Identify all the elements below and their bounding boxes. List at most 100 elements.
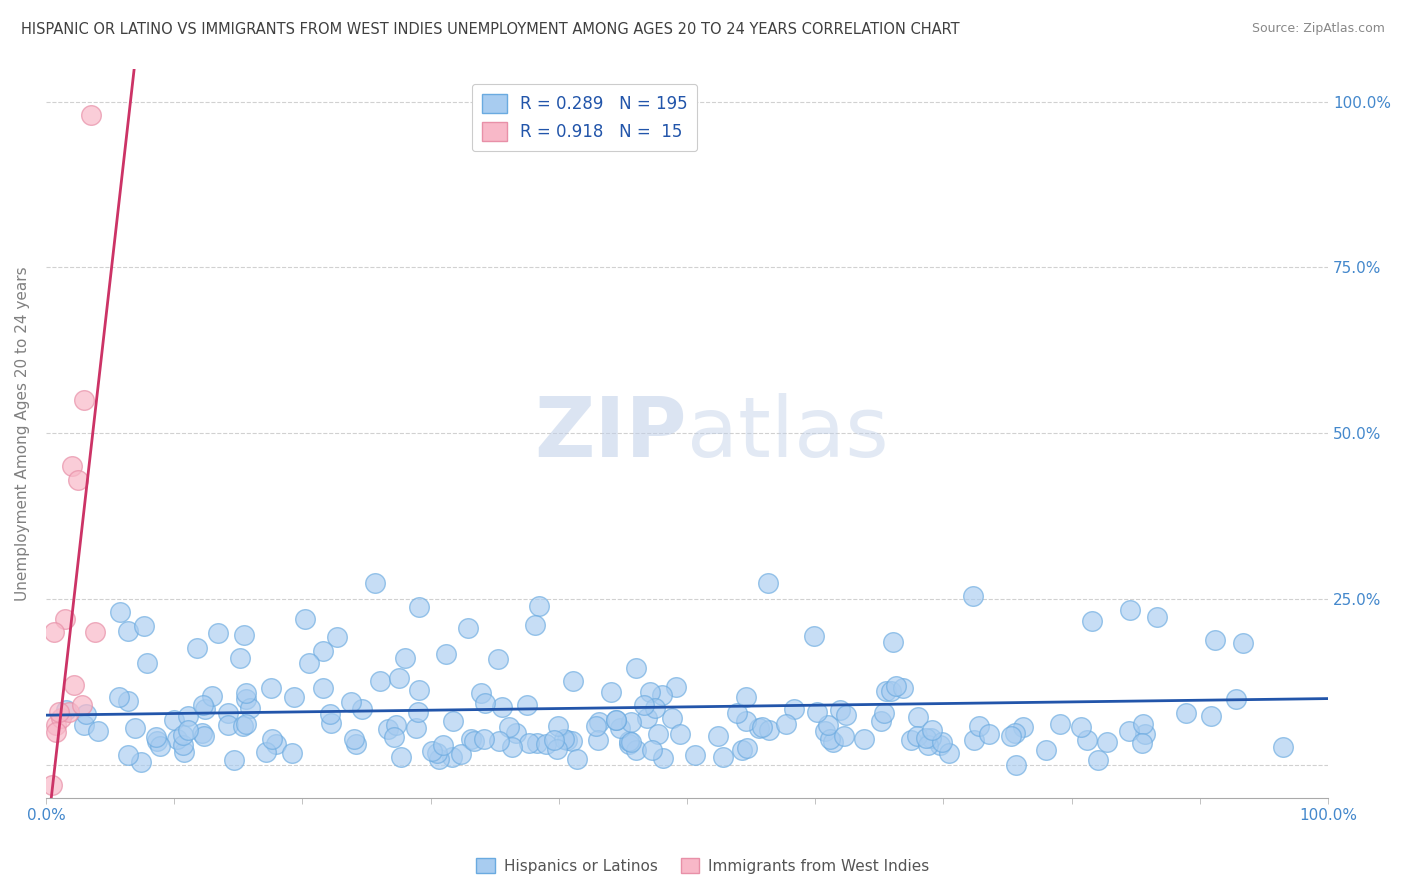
Point [620,715,643,730]
Point [636,711,658,725]
Point [117,747,139,762]
Point [873,706,896,721]
Point [543,733,565,747]
Point [488,733,510,747]
Point [408,600,430,615]
Point [377,722,399,736]
Point [501,740,523,755]
Point [617,737,640,751]
Point [321,715,343,730]
Point [312,681,335,695]
Point [385,718,408,732]
Point [457,621,479,635]
Point [624,743,647,757]
Text: atlas: atlas [688,392,889,474]
Point [1204,633,1226,648]
Point [460,732,482,747]
Point [260,681,283,695]
Point [260,732,283,747]
Point [652,750,675,764]
Point [565,751,588,765]
Point [516,698,538,712]
Point [962,732,984,747]
Point [553,732,575,747]
Point [45,718,67,732]
Point [1130,736,1153,750]
Point [609,722,631,736]
Point [818,732,841,747]
Point [389,749,412,764]
Point [725,706,748,721]
Point [173,745,195,759]
Point [66,473,89,487]
Point [254,745,277,759]
Point [599,685,621,699]
Point [441,749,464,764]
Point [166,732,188,747]
Point [228,650,250,665]
Point [80,108,103,122]
Point [60,459,83,474]
Point [312,644,335,658]
Point [491,699,513,714]
Point [917,738,939,752]
Point [524,618,547,632]
Point [58,705,80,719]
Point [626,661,648,675]
Point [343,731,366,746]
Point [641,743,664,757]
Point [869,714,891,729]
Point [644,701,666,715]
Point [498,720,520,734]
Point [408,682,430,697]
Point [145,733,167,747]
Point [326,630,349,644]
Point [1118,723,1140,738]
Point [1199,708,1222,723]
Point [194,702,217,716]
Point [1035,742,1057,756]
Point [1087,753,1109,767]
Point [405,721,427,735]
Point [233,628,256,642]
Point [1004,726,1026,740]
Point [86,724,108,739]
Point [977,726,1000,740]
Point [505,726,527,740]
Point [620,735,643,749]
Point [207,626,229,640]
Point [914,731,936,746]
Point [1070,720,1092,734]
Point [474,731,496,746]
Point [852,732,875,747]
Point [432,738,454,752]
Point [51,711,73,725]
Point [283,690,305,705]
Point [756,576,779,591]
Point [224,753,246,767]
Point [900,733,922,747]
Point [562,673,585,688]
Point [45,724,67,739]
Point [486,651,509,665]
Point [73,718,96,732]
Point [731,743,754,757]
Point [647,727,669,741]
Point [73,393,96,408]
Point [298,657,321,671]
Point [813,724,835,739]
Text: HISPANIC OR LATINO VS IMMIGRANTS FROM WEST INDIES UNEMPLOYMENT AMONG AGES 20 TO : HISPANIC OR LATINO VS IMMIGRANTS FROM WE… [21,22,960,37]
Point [907,709,929,723]
Point [962,589,984,603]
Point [235,692,257,706]
Point [75,706,97,721]
Point [832,729,855,743]
Point [368,674,391,689]
Point [651,688,673,702]
Point [929,738,952,752]
Point [172,728,194,742]
Point [605,714,627,728]
Point [586,732,609,747]
Point [217,717,239,731]
Point [920,731,942,746]
